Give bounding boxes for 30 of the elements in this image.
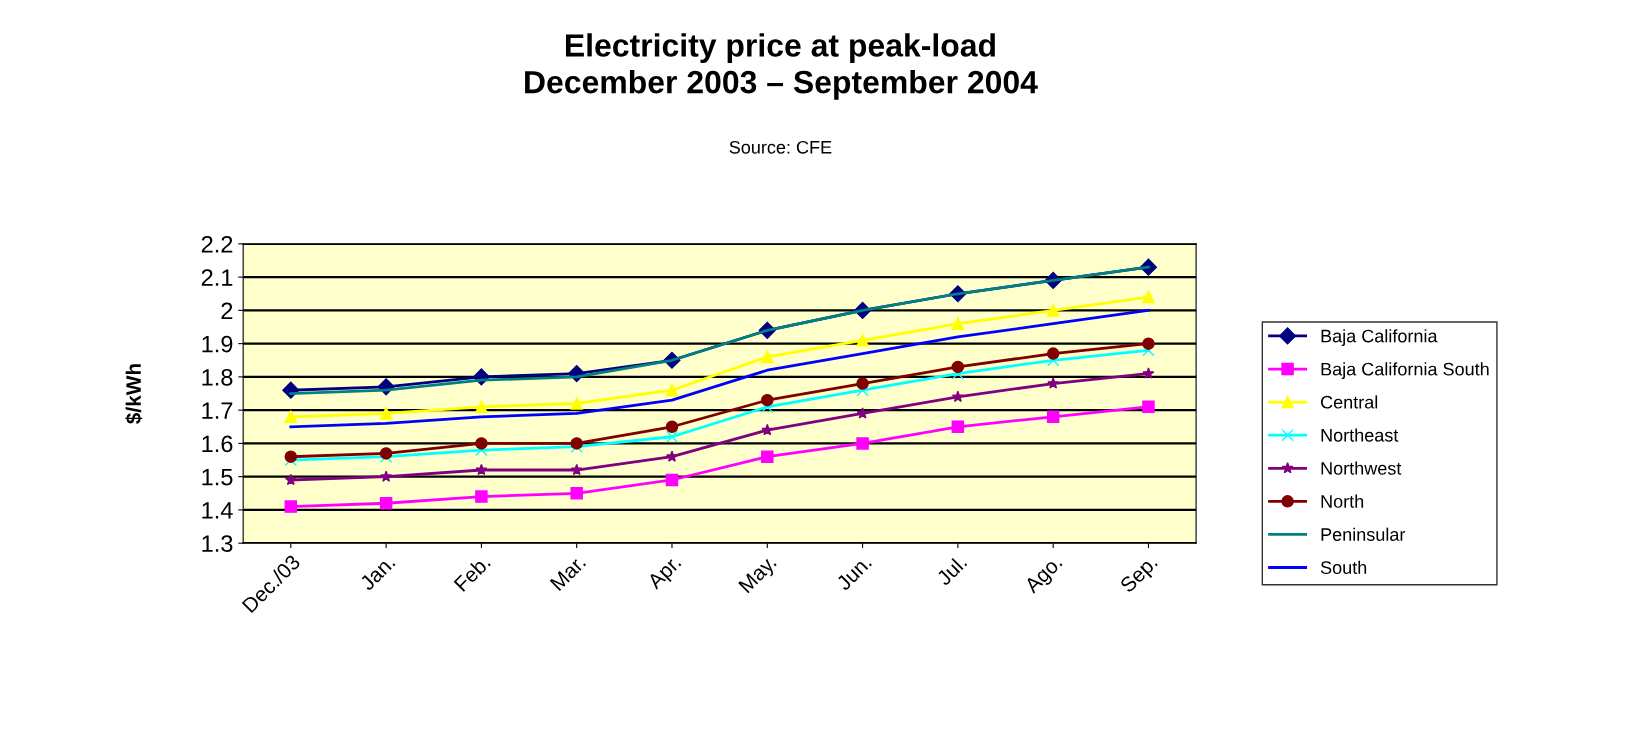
x-tick-label: Apr. xyxy=(646,554,685,593)
y-tick-label: 1.7 xyxy=(202,402,233,419)
source-note: Source: CFE xyxy=(729,140,832,154)
legend-label: Peninsular xyxy=(1321,527,1406,541)
y-tick-label: 1.6 xyxy=(202,435,233,453)
x-tick-label: Jul. xyxy=(935,554,968,587)
y-tick-label: 2 xyxy=(221,302,233,319)
x-tick-label: Ago. xyxy=(1023,554,1066,597)
legend-label: South xyxy=(1320,560,1367,575)
y-tick-label: 1.4 xyxy=(202,502,233,519)
legend-label: Baja California South xyxy=(1321,362,1489,380)
x-tick-label: Feb. xyxy=(453,554,491,592)
y-tick-label: 2.2 xyxy=(201,235,233,253)
legend-label: Northwest xyxy=(1321,461,1402,475)
legend-label: Central xyxy=(1321,395,1378,409)
x-tick-label: Jun. xyxy=(835,554,873,592)
y-tick-label: 2.1 xyxy=(201,269,233,286)
y-axis-title: $/kWh xyxy=(125,364,143,424)
x-tick-label: Jan. xyxy=(359,554,396,592)
legend-label: Northeast xyxy=(1321,428,1399,442)
chart-title: Electricity price at peak-load December 2003 – September 2004 xyxy=(525,33,1038,100)
x-tick-label: Sep. xyxy=(1119,554,1161,597)
x-tick-label: May. xyxy=(738,554,780,597)
y-tick-label: 1.9 xyxy=(202,335,233,353)
y-tick-label: 1.3 xyxy=(202,535,233,552)
legend-label: North xyxy=(1321,494,1364,508)
legend-label: Baja California xyxy=(1321,329,1438,347)
x-tick-label: Mar. xyxy=(549,554,587,592)
y-tick-label: 1.8 xyxy=(202,368,233,386)
y-tick-label: 1.5 xyxy=(202,468,233,486)
